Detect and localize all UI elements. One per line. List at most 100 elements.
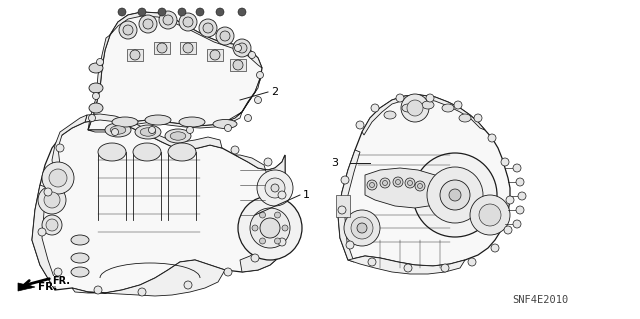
Polygon shape (88, 112, 242, 132)
Circle shape (513, 164, 521, 172)
Bar (207, 49, 223, 61)
Ellipse shape (170, 132, 186, 140)
Ellipse shape (140, 128, 156, 136)
Polygon shape (88, 35, 110, 130)
Circle shape (338, 206, 346, 214)
Polygon shape (88, 12, 262, 130)
Ellipse shape (422, 101, 434, 109)
Circle shape (401, 94, 429, 122)
Circle shape (383, 181, 387, 186)
Circle shape (513, 220, 521, 228)
Circle shape (244, 115, 252, 122)
Circle shape (237, 43, 247, 53)
Circle shape (184, 281, 192, 289)
Polygon shape (110, 12, 262, 68)
Circle shape (518, 192, 526, 200)
Circle shape (454, 101, 462, 109)
Circle shape (183, 17, 193, 27)
Ellipse shape (71, 253, 89, 263)
Circle shape (54, 268, 62, 276)
Circle shape (506, 196, 514, 204)
Circle shape (196, 8, 204, 16)
Circle shape (393, 177, 403, 187)
Circle shape (449, 189, 461, 201)
Circle shape (441, 264, 449, 272)
Circle shape (216, 27, 234, 45)
Circle shape (407, 100, 423, 116)
Circle shape (275, 212, 280, 218)
Ellipse shape (165, 129, 191, 143)
Circle shape (357, 223, 367, 233)
Circle shape (516, 178, 524, 186)
Circle shape (396, 180, 401, 184)
Circle shape (396, 94, 404, 102)
Circle shape (233, 60, 243, 70)
Circle shape (257, 170, 293, 206)
Circle shape (46, 219, 58, 231)
Circle shape (97, 58, 104, 65)
Circle shape (408, 181, 413, 186)
Text: 3: 3 (331, 158, 338, 168)
Ellipse shape (213, 120, 237, 129)
Circle shape (426, 94, 434, 102)
Bar (154, 42, 170, 54)
Circle shape (203, 23, 213, 33)
Circle shape (346, 241, 354, 249)
Circle shape (259, 238, 266, 244)
Circle shape (118, 8, 126, 16)
Ellipse shape (110, 126, 126, 134)
Circle shape (119, 21, 137, 39)
Ellipse shape (179, 117, 205, 127)
Ellipse shape (112, 117, 138, 127)
Circle shape (220, 31, 230, 41)
Ellipse shape (89, 63, 103, 73)
Circle shape (199, 19, 217, 37)
Circle shape (440, 180, 470, 210)
Ellipse shape (384, 111, 396, 119)
Circle shape (138, 288, 146, 296)
Circle shape (233, 39, 251, 57)
Circle shape (282, 225, 288, 231)
Circle shape (210, 50, 220, 60)
Polygon shape (32, 120, 285, 293)
Circle shape (234, 44, 241, 51)
Circle shape (470, 195, 510, 235)
Circle shape (225, 124, 232, 131)
Circle shape (257, 71, 264, 78)
Circle shape (264, 158, 272, 166)
Circle shape (248, 51, 255, 58)
Circle shape (238, 196, 302, 260)
Polygon shape (85, 114, 222, 150)
Circle shape (158, 8, 166, 16)
Polygon shape (362, 95, 485, 135)
Circle shape (38, 186, 66, 214)
Text: SNF4E2010: SNF4E2010 (512, 295, 568, 305)
Circle shape (163, 15, 173, 25)
Circle shape (260, 218, 280, 238)
Circle shape (231, 146, 239, 154)
Circle shape (259, 212, 266, 218)
Polygon shape (72, 260, 225, 296)
Circle shape (49, 169, 67, 187)
Circle shape (413, 153, 497, 237)
Circle shape (38, 228, 46, 236)
Circle shape (123, 25, 133, 35)
Circle shape (344, 210, 380, 246)
Circle shape (42, 215, 62, 235)
Circle shape (491, 244, 499, 252)
Circle shape (371, 104, 379, 112)
Ellipse shape (71, 267, 89, 277)
Circle shape (271, 184, 279, 192)
Circle shape (178, 8, 186, 16)
Circle shape (488, 134, 496, 142)
Circle shape (501, 158, 509, 166)
Ellipse shape (168, 143, 196, 161)
Circle shape (479, 204, 501, 226)
Text: FR.: FR. (52, 276, 70, 286)
Circle shape (415, 181, 425, 191)
Circle shape (94, 286, 102, 294)
Circle shape (341, 176, 349, 184)
Circle shape (183, 43, 193, 53)
Circle shape (369, 182, 374, 188)
Circle shape (186, 127, 193, 133)
